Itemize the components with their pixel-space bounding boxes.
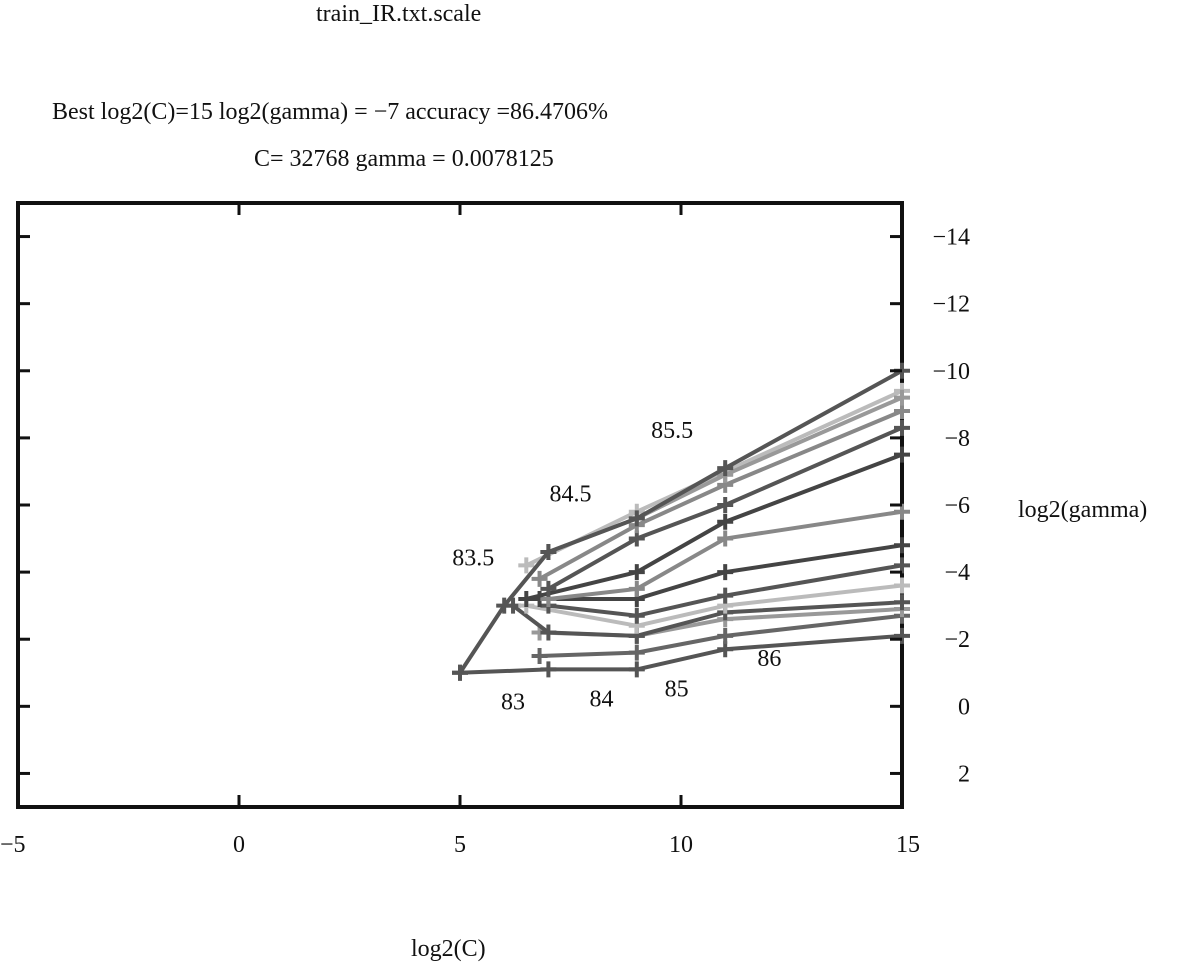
contour-point-marker bbox=[540, 624, 557, 641]
contour-point-marker bbox=[717, 564, 734, 581]
y-tick-label: 0 bbox=[958, 694, 970, 720]
contour-point-marker bbox=[717, 460, 734, 477]
y-tick-label: 2 bbox=[958, 761, 970, 787]
contour-point-marker bbox=[894, 389, 910, 406]
y-tick-label: −8 bbox=[944, 426, 970, 452]
contour-line bbox=[458, 369, 903, 674]
x-tick-label: 15 bbox=[896, 832, 920, 858]
contour-point-marker bbox=[518, 557, 535, 574]
y-tick-label: −2 bbox=[944, 627, 970, 653]
x-tick-label: 10 bbox=[669, 832, 693, 858]
contour-level-label: 84 bbox=[589, 686, 613, 712]
contour-level-label: 86 bbox=[757, 646, 781, 672]
contour-line bbox=[538, 409, 903, 581]
contour-line bbox=[548, 509, 903, 601]
y-tick-label: −10 bbox=[932, 359, 970, 385]
contour-point-marker bbox=[894, 403, 910, 420]
contour-line bbox=[547, 425, 903, 591]
contour-point-marker bbox=[717, 587, 734, 604]
contour-point-marker bbox=[894, 577, 910, 594]
contour-point-marker bbox=[540, 580, 557, 597]
contour-point-marker bbox=[894, 627, 910, 644]
contour-point-marker bbox=[496, 597, 513, 614]
contour-level-label: 83 bbox=[501, 690, 525, 716]
contour-point-marker bbox=[518, 590, 535, 607]
x-tick-label: 0 bbox=[233, 832, 245, 858]
contour-point-marker bbox=[628, 510, 645, 527]
contour-point-marker bbox=[628, 644, 645, 661]
contour-line bbox=[539, 543, 903, 601]
contour-point-marker bbox=[540, 543, 557, 560]
contour-point-marker bbox=[531, 648, 548, 664]
contour-line bbox=[459, 633, 903, 675]
contour-point-marker bbox=[628, 564, 645, 581]
chart-subtitle-params: C= 32768 gamma = 0.0078125 bbox=[254, 146, 554, 172]
series-layer bbox=[452, 362, 910, 681]
contour-point-marker bbox=[894, 419, 910, 436]
contour-point-marker bbox=[717, 530, 734, 547]
axis-layer: −5 0 5 10 15 −14 −12 −10 −8 −6 −4 −2 0 2 bbox=[0, 203, 970, 858]
contour-point-marker bbox=[452, 664, 468, 681]
chart-subtitle-best: Best log2(C)=15 log2(gamma) = −7 accurac… bbox=[52, 99, 609, 125]
contour-line bbox=[525, 583, 903, 628]
y-tick-label: −4 bbox=[944, 560, 970, 586]
y-axis-label: log2(gamma) bbox=[1018, 497, 1148, 523]
contour-line bbox=[525, 452, 903, 601]
contour-point-marker bbox=[717, 497, 734, 513]
contour-level-label: 84.5 bbox=[550, 482, 592, 508]
chart-title: train_IR.txt.scale bbox=[316, 1, 482, 27]
x-tick-label: 5 bbox=[454, 832, 466, 858]
contour-point-marker bbox=[894, 537, 910, 554]
contour-point-marker bbox=[628, 661, 645, 678]
contour-level-label: 85.5 bbox=[651, 418, 693, 444]
contour-point-marker bbox=[628, 530, 645, 547]
contour-point-marker bbox=[717, 641, 734, 658]
contour-point-marker bbox=[628, 607, 645, 624]
contour-point-marker bbox=[531, 570, 548, 587]
contour-point-marker bbox=[894, 446, 910, 463]
contour-level-label: 83.5 bbox=[452, 545, 494, 571]
contour-line bbox=[548, 563, 903, 618]
contour-line bbox=[539, 613, 903, 658]
contour-point-marker bbox=[894, 594, 910, 611]
contour-label-layer: 83 84 85 86 83.5 84.5 85.5 bbox=[452, 418, 781, 716]
contour-point-marker bbox=[540, 661, 557, 678]
y-tick-label: −6 bbox=[944, 493, 970, 519]
y-tick-label: −14 bbox=[932, 225, 970, 251]
contour-level-label: 85 bbox=[665, 676, 689, 702]
contour-point-marker bbox=[717, 513, 734, 530]
x-tick-label: −5 bbox=[0, 832, 26, 858]
x-axis-label: log2(C) bbox=[411, 936, 486, 962]
y-tick-label: −12 bbox=[932, 292, 970, 318]
contour-point-marker bbox=[717, 627, 734, 644]
contour-point-marker bbox=[628, 580, 645, 597]
